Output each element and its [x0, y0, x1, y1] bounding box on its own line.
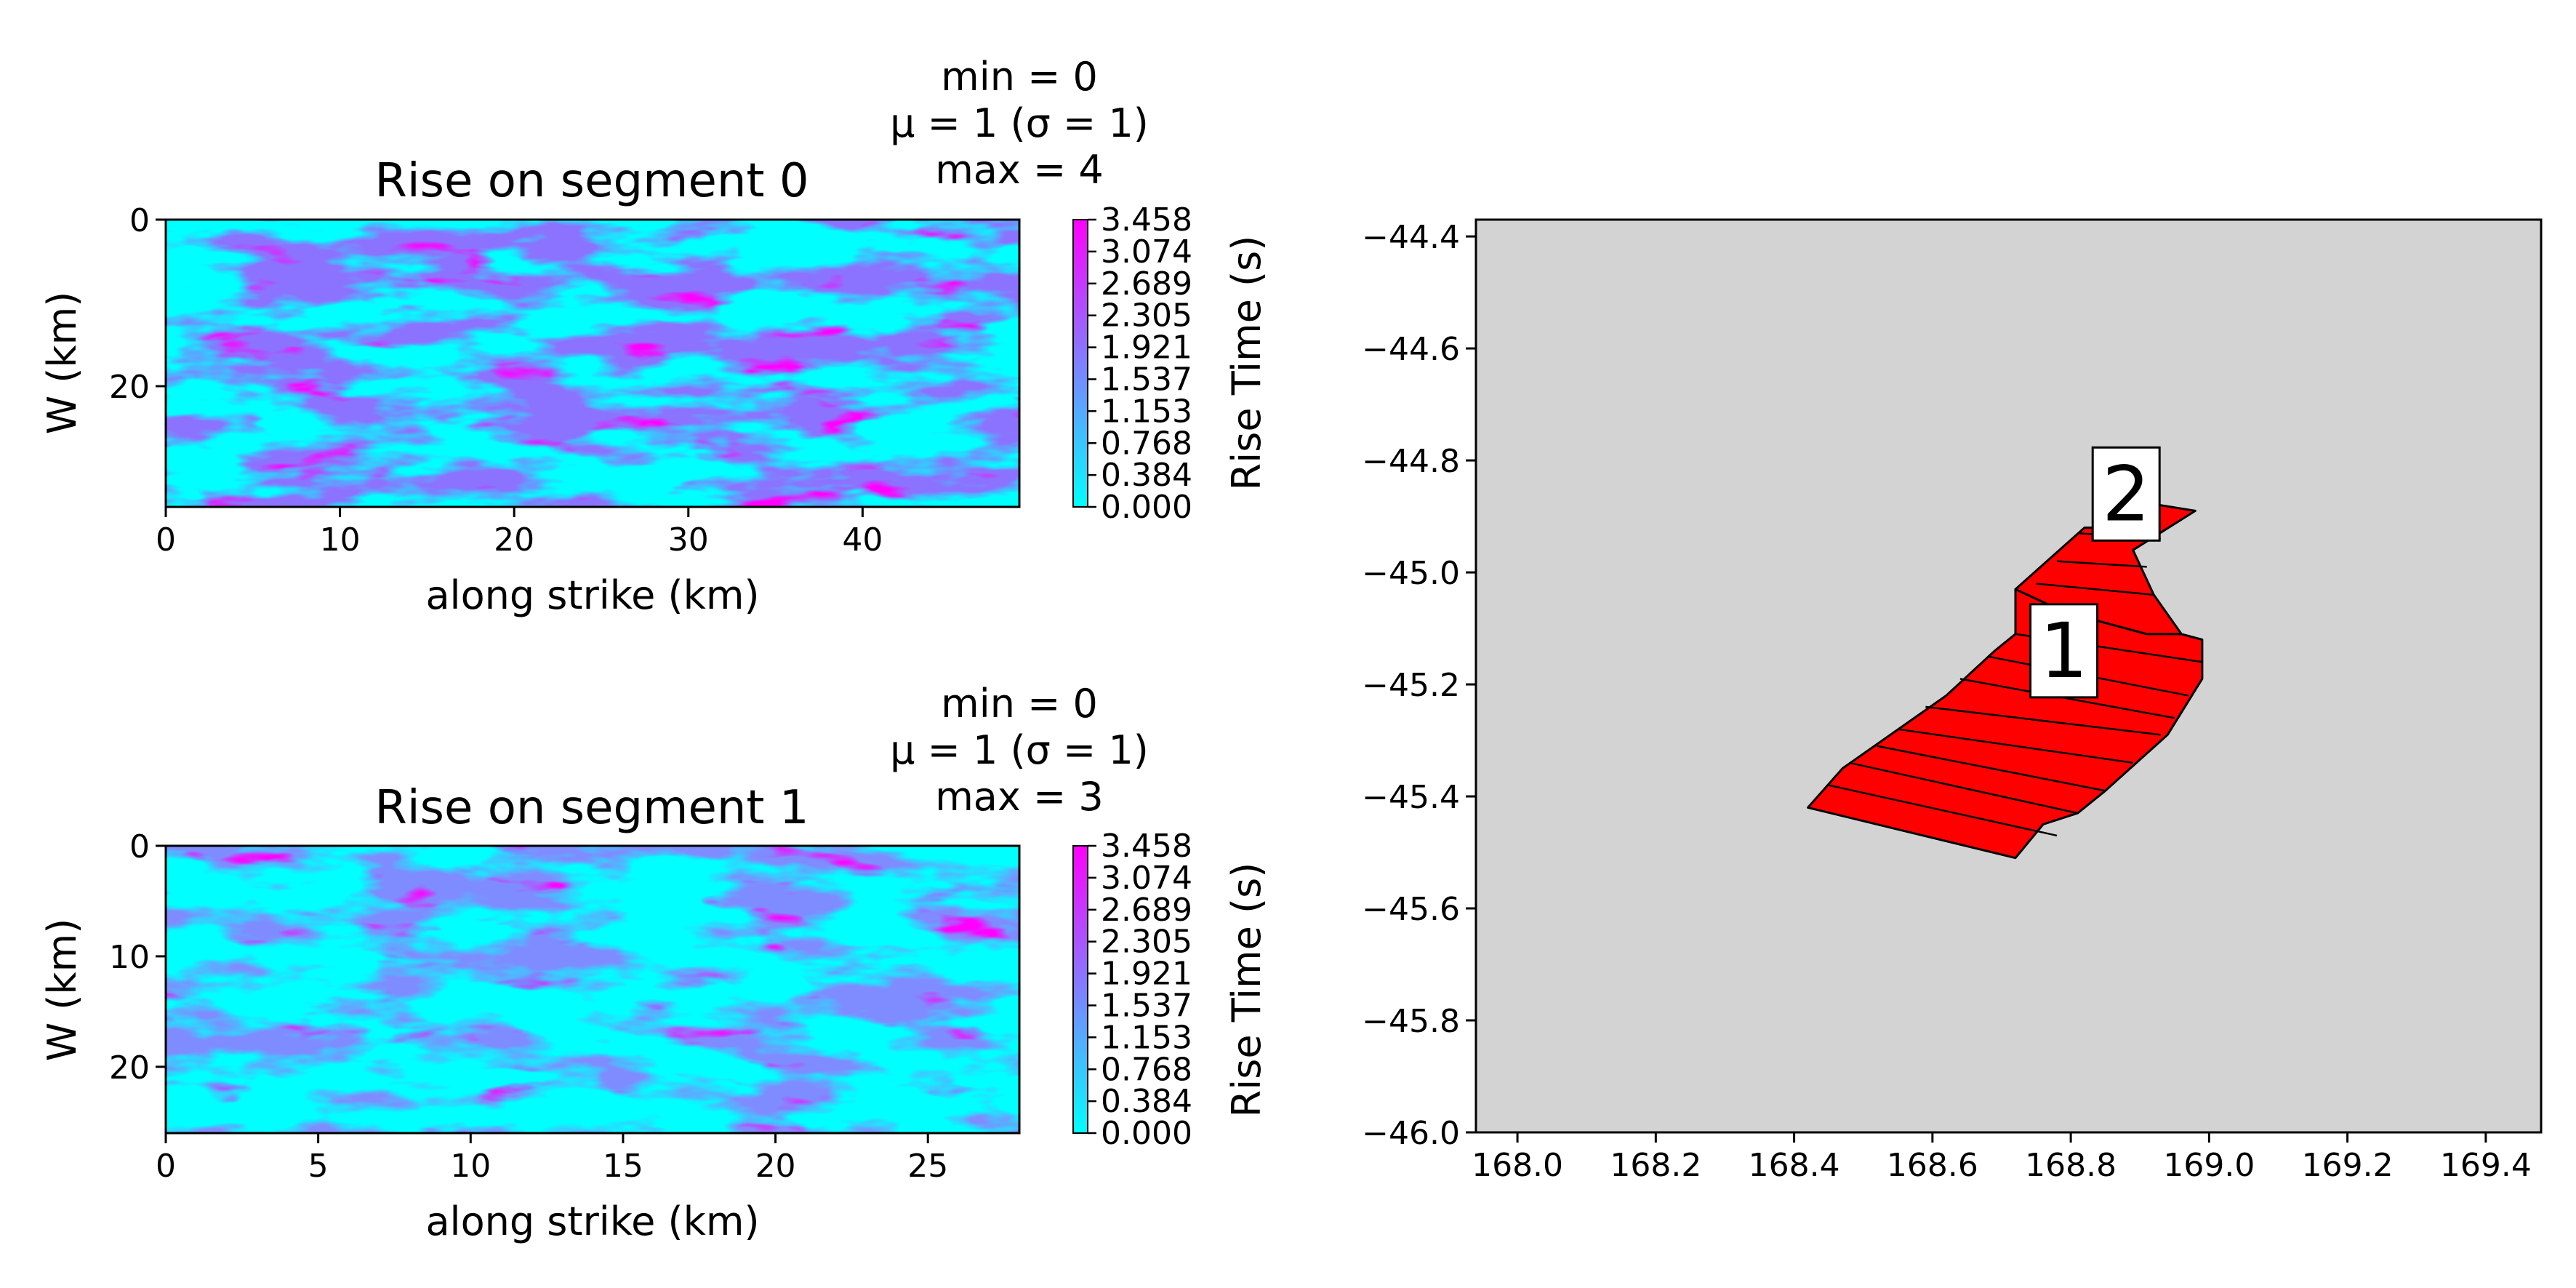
subfault-line: [1925, 705, 2161, 736]
subfault-line: [1877, 745, 2106, 792]
subfault-line: [2036, 583, 2154, 596]
colorbar-label: Rise Time (s): [1224, 863, 1269, 1118]
x-tick-label: 10: [450, 1148, 491, 1185]
y-tick-label: −45.4: [1362, 779, 1460, 816]
y-axis-label: W (km): [39, 292, 85, 435]
colorbar-tick-label: 1.921: [1101, 329, 1192, 367]
x-tick-label: 168.6: [1887, 1147, 1978, 1184]
colorbar-tick-label: 3.074: [1101, 860, 1192, 897]
y-tick-label: −45.6: [1362, 891, 1460, 928]
tick-group-segment-0: 0 10 20 30 40 0 20: [109, 202, 883, 559]
colorbar-ticks: 0.0000.3840.7681.1531.5371.9212.3052.689…: [1088, 201, 1192, 526]
x-tick-label: 169.0: [2163, 1147, 2255, 1184]
y-tick-label: 20: [109, 369, 150, 406]
y-tick-label: −45.0: [1362, 555, 1460, 592]
x-axis-label: along strike (km): [425, 572, 759, 618]
subfault-line: [1849, 761, 2078, 815]
colorbar-tick-label: 1.153: [1101, 393, 1192, 430]
colorbar-tick-label: 0.768: [1101, 1051, 1192, 1088]
colorbar-tick-label: 2.305: [1101, 297, 1192, 335]
x-tick-label: 5: [308, 1148, 329, 1185]
panel-map: 168.0 168.2 168.4 168.6 168.8 169.0 169.2 169.4…: [1362, 218, 2543, 1184]
x-tick-label: 168.4: [1749, 1147, 1840, 1184]
panel-segment-0: min = 0 μ = 1 (σ = 1) max = 4 Rise on se…: [39, 54, 1269, 618]
x-tick-label: 20: [494, 521, 534, 559]
colorbar-tick-label: 0.000: [1101, 1115, 1192, 1152]
y-tick-label: −44.8: [1362, 443, 1460, 480]
segment-label-box: [2091, 446, 2161, 542]
colorbar-label: Rise Time (s): [1224, 236, 1269, 491]
x-tick-label: 25: [907, 1148, 948, 1185]
heatmap-image: [166, 220, 1019, 507]
y-tick-label: −44.4: [1362, 219, 1460, 256]
colorbar-tick-label: 3.458: [1101, 201, 1192, 239]
x-tick-label: 0: [156, 1148, 176, 1185]
colorbar-gradient: [1072, 219, 1088, 508]
x-tick-label: 40: [842, 521, 883, 559]
colorbar-ticks: 0.0000.3840.7681.1531.5371.9212.3052.689…: [1088, 828, 1192, 1152]
colorbar: 0.0000.3840.7681.1531.5371.9212.3052.689…: [1072, 828, 1269, 1152]
segment-labels: 12: [2029, 446, 2161, 699]
heatmap-image: [166, 846, 1019, 1133]
y-tick-label: 0: [129, 202, 150, 239]
subfault-line: [2057, 560, 2147, 568]
colorbar-tick-label: 1.537: [1101, 361, 1192, 398]
x-tick-label: 168.0: [1472, 1147, 1563, 1184]
plot-frame: [164, 844, 1021, 1135]
x-tick-label: 168.8: [2025, 1147, 2116, 1184]
y-tick-label: −44.6: [1362, 331, 1460, 368]
colorbar-tick-label: 2.305: [1101, 924, 1192, 961]
stats-line-3: max = 4: [935, 147, 1104, 193]
stats-line-1: min = 0: [941, 681, 1098, 727]
colorbar-tick-label: 3.458: [1101, 828, 1192, 865]
y-axis-label: W (km): [39, 919, 85, 1062]
y-tick-label: 20: [109, 1049, 150, 1087]
y-tick-label: −45.2: [1362, 667, 1460, 704]
colorbar-tick-label: 1.537: [1101, 987, 1192, 1024]
colorbar-tick-label: 3.074: [1101, 233, 1192, 271]
subfault-line: [1828, 784, 2058, 837]
segment-label-1: 1: [2040, 607, 2088, 695]
x-tick-label: 10: [320, 521, 361, 559]
x-axis-label: along strike (km): [425, 1199, 759, 1244]
colorbar-tick-label: 0.384: [1101, 1083, 1192, 1120]
panel-title: Rise on segment 1: [374, 781, 808, 835]
colorbar-tick-label: 1.921: [1101, 956, 1192, 993]
y-tick-label: −46.0: [1362, 1115, 1460, 1152]
x-tick-label: 168.2: [1610, 1147, 1701, 1184]
plot-frame: [164, 218, 1021, 508]
colorbar-tick-label: 1.153: [1101, 1019, 1192, 1056]
stats-line-2: μ = 1 (σ = 1): [890, 100, 1149, 146]
x-tick-label: 169.2: [2302, 1147, 2394, 1184]
stats-line-1: min = 0: [941, 54, 1098, 100]
subfault-line: [1898, 728, 2133, 764]
x-tick-label: 169.4: [2440, 1147, 2532, 1184]
stats-line-3: max = 3: [935, 774, 1104, 820]
colorbar-tick-label: 0.768: [1101, 425, 1192, 462]
stats-line-2: μ = 1 (σ = 1): [890, 727, 1149, 773]
panel-segment-1: min = 0 μ = 1 (σ = 1) max = 3 Rise on se…: [39, 681, 1269, 1244]
map-ticks: 168.0 168.2 168.4 168.6 168.8 169.0 169.2 169.4…: [1362, 219, 2532, 1184]
colorbar-tick-label: 2.689: [1101, 892, 1192, 929]
x-tick-label: 0: [156, 521, 176, 559]
x-tick-label: 30: [668, 521, 709, 559]
colorbar-tick-label: 2.689: [1101, 265, 1192, 303]
panel-title: Rise on segment 0: [374, 154, 808, 208]
segment-label-2: 2: [2102, 449, 2150, 538]
colorbar-tick-label: 0.384: [1101, 457, 1192, 494]
y-tick-label: 0: [129, 828, 150, 865]
colorbar: 0.0000.3840.7681.1531.5371.9212.3052.689…: [1072, 201, 1269, 526]
y-tick-label: 10: [109, 939, 150, 976]
segment-label-box: [2029, 603, 2099, 699]
colorbar-gradient: [1072, 845, 1088, 1134]
x-tick-label: 15: [603, 1148, 643, 1185]
colorbar-tick-label: 0.000: [1101, 489, 1192, 526]
x-tick-label: 20: [755, 1148, 796, 1185]
tick-group-segment-1: 0 5 10 15 20 25 0 10 20: [109, 828, 948, 1185]
y-tick-label: −45.8: [1362, 1003, 1460, 1040]
map-frame: [1474, 218, 2543, 1134]
